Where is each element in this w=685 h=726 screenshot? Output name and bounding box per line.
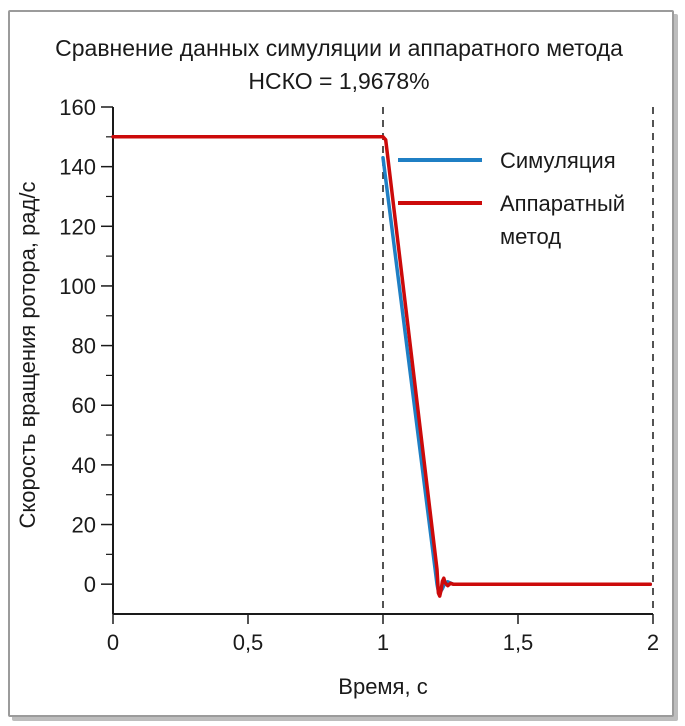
- x-tick-label: 2: [647, 630, 659, 655]
- x-tick-label: 1: [377, 630, 389, 655]
- chart-title: Сравнение данных симуляции и аппаратного…: [55, 35, 623, 61]
- y-tick-label: 0: [84, 572, 96, 597]
- y-tick-label: 120: [59, 214, 96, 239]
- y-tick-label: 20: [72, 513, 96, 538]
- y-tick-label: 160: [59, 95, 96, 120]
- x-tick-label: 0: [107, 630, 119, 655]
- legend-label: Симуляция: [500, 148, 616, 173]
- series-line-1: [381, 155, 653, 595]
- plot-lines: [111, 135, 653, 598]
- y-tick-label: 80: [72, 334, 96, 359]
- legend: Симуляция Аппаратный метод: [398, 148, 625, 249]
- y-tick-label: 40: [72, 453, 96, 478]
- y-tick-label: 60: [72, 393, 96, 418]
- chart-panel: [8, 10, 674, 717]
- x-tick-label: 0,5: [233, 630, 264, 655]
- y-tick-label: 100: [59, 274, 96, 299]
- y-axis-label: Скорость вращения ротора, рад/с: [15, 182, 40, 529]
- x-axis-label: Время, с: [338, 674, 427, 699]
- legend-label: Аппаратный: [500, 191, 625, 216]
- series-line-2: [111, 135, 653, 598]
- axes: 0 20 40 60 80 100 120 140 160 0 0,5 1 1,5 2: [59, 95, 659, 655]
- legend-label: метод: [500, 224, 561, 249]
- y-tick-label: 140: [59, 155, 96, 180]
- x-tick-label: 1,5: [503, 630, 534, 655]
- chart-subtitle: НСКО = 1,9678%: [248, 68, 429, 94]
